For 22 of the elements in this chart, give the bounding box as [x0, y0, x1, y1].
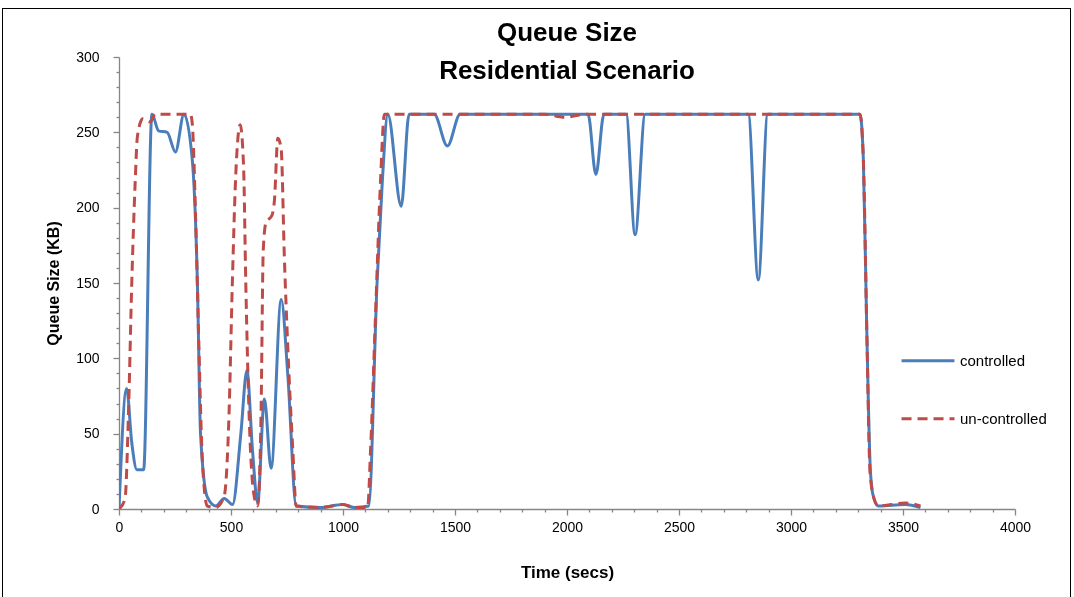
chart-subtitle: Residential Scenario	[439, 55, 695, 85]
y-tick-label: 300	[76, 48, 100, 65]
x-axis-title: Time (secs)	[520, 562, 615, 582]
x-tick-label: 0	[115, 518, 124, 535]
x-tick-label: 4000	[999, 518, 1032, 535]
x-tick-label: 3000	[775, 518, 808, 535]
y-axis-title: Queue Size (KB)	[45, 221, 63, 346]
legend-label: controlled	[960, 351, 1026, 369]
y-tick-label: 150	[76, 274, 100, 291]
x-tick-label: 2000	[551, 518, 584, 535]
x-tick-label: 3500	[887, 518, 920, 535]
y-tick-label: 50	[83, 425, 100, 442]
x-tick-label: 1000	[327, 518, 360, 535]
y-tick-label: 250	[76, 123, 100, 140]
legend-label: un-controlled	[960, 409, 1047, 427]
x-tick-label: 500	[219, 518, 244, 535]
x-tick-label: 2500	[663, 518, 696, 535]
y-tick-label: 200	[76, 199, 100, 216]
chart-title: Queue Size	[496, 17, 638, 47]
y-tick-label: 100	[76, 349, 100, 366]
x-tick-label: 1500	[439, 518, 472, 535]
y-tick-label: 0	[91, 500, 100, 517]
